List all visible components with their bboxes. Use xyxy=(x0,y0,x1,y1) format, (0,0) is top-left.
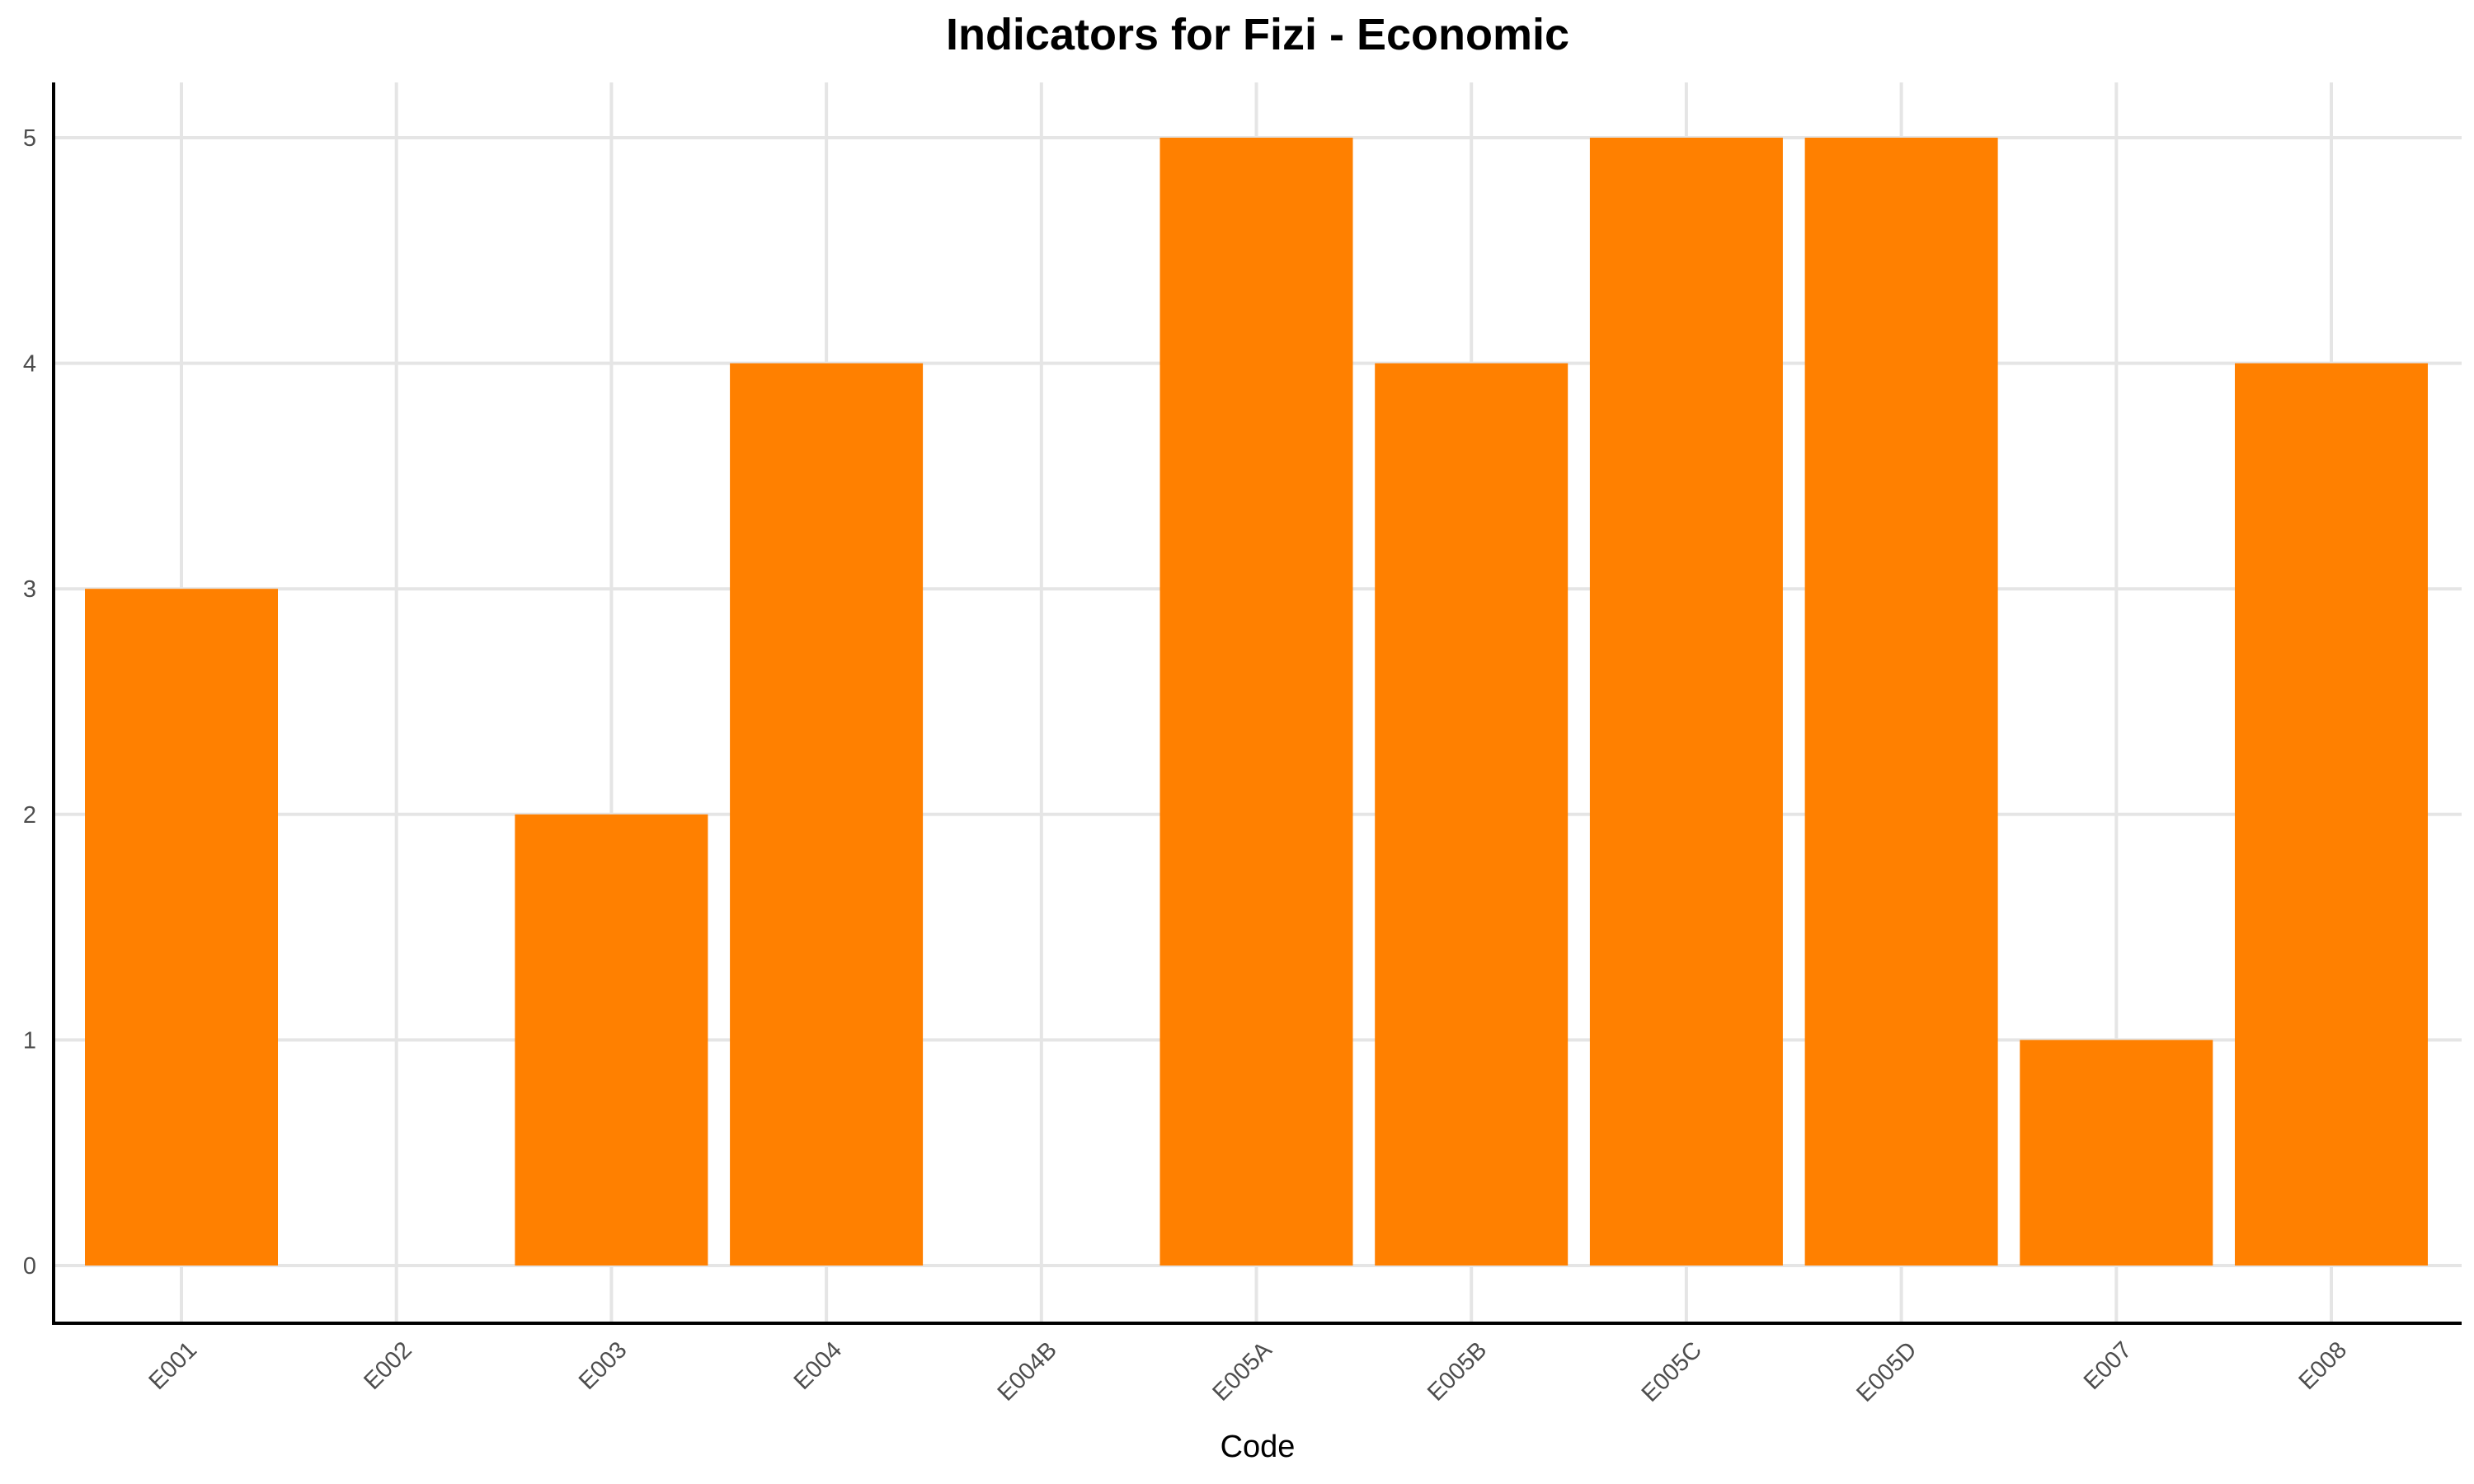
x-tick-label: E008 xyxy=(2294,1336,2353,1395)
bar-e004 xyxy=(730,363,924,1266)
y-tick-label: 4 xyxy=(23,351,36,378)
axes-layer xyxy=(52,82,2462,1325)
x-tick-label: E005B xyxy=(1423,1336,1492,1406)
bar-e007 xyxy=(2020,1040,2213,1266)
bar-e005b xyxy=(1375,363,1569,1266)
y-tick-label: 5 xyxy=(23,125,36,152)
x-axis-label: Code xyxy=(1221,1430,1296,1464)
bar-e003 xyxy=(515,814,708,1266)
bar-e005d xyxy=(1804,138,1998,1266)
x-tick-label: E005D xyxy=(1851,1336,1921,1407)
x-tick-label: E004B xyxy=(993,1336,1062,1406)
x-tick-label: E005C xyxy=(1637,1336,1707,1407)
y-tick-label: 2 xyxy=(23,802,36,829)
chart-title: Indicators for Fizi - Economic xyxy=(946,10,1569,59)
y-tick-label: 1 xyxy=(23,1027,36,1054)
y-tick-label: 3 xyxy=(23,576,36,603)
y-tick-label: 0 xyxy=(23,1253,36,1280)
bar-e008 xyxy=(2235,363,2428,1266)
x-tick-label: E002 xyxy=(359,1336,417,1395)
bar-e005c xyxy=(1589,138,1783,1266)
x-tick-label: E003 xyxy=(574,1336,633,1395)
x-tick-label: E007 xyxy=(2079,1336,2138,1395)
x-tick-label: E004 xyxy=(789,1336,848,1395)
bars-layer xyxy=(85,138,2428,1266)
x-tick-label: E001 xyxy=(144,1336,203,1395)
bar-e005a xyxy=(1159,138,1353,1266)
x-tick-label: E005A xyxy=(1207,1336,1277,1407)
bar-e001 xyxy=(85,589,278,1266)
